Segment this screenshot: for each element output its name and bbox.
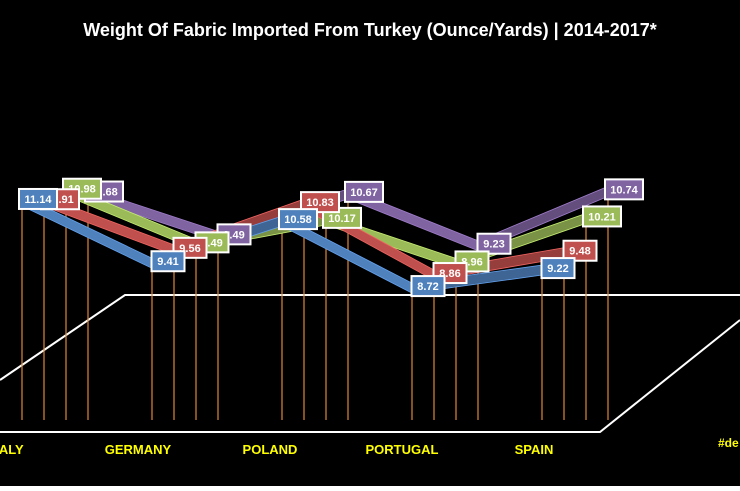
data-label: 10.74 — [610, 184, 638, 196]
category-labels: ITALY GERMANY POLAND PORTUGAL SPAIN — [0, 442, 553, 457]
data-label: 10.17 — [328, 213, 356, 225]
chart-floor — [0, 294, 740, 433]
data-label-box — [18, 187, 58, 210]
category-label: PORTUGAL — [366, 442, 439, 457]
data-label-box — [476, 232, 512, 255]
data-label-box — [300, 191, 340, 214]
data-label-box — [582, 205, 622, 228]
data-label: 10.21 — [588, 211, 616, 223]
data-labels: 10.689.4910.679.2310.7410.989.4910.178.9… — [18, 177, 644, 298]
watermark: #de — [718, 436, 739, 450]
data-label: 10.83 — [306, 197, 334, 209]
data-label: 10.67 — [350, 187, 378, 199]
category-label: POLAND — [243, 442, 298, 457]
category-label: ITALY — [0, 442, 24, 457]
data-label-box — [150, 250, 186, 273]
category-label: SPAIN — [515, 442, 554, 457]
data-label-box — [540, 257, 576, 280]
data-label: 9.23 — [483, 239, 504, 251]
data-label-box — [562, 239, 598, 262]
data-label-box — [604, 178, 644, 201]
category-label: GERMANY — [105, 442, 172, 457]
data-label-box — [344, 180, 384, 203]
floor-outline — [0, 294, 740, 433]
chart-title: Weight Of Fabric Imported From Turkey (O… — [83, 20, 657, 40]
data-label: 8.72 — [417, 281, 438, 293]
data-label: 9.22 — [547, 263, 568, 275]
data-label: 11.14 — [25, 194, 53, 206]
data-label-box — [278, 208, 318, 231]
data-label: 9.48 — [569, 246, 590, 258]
data-label-box — [410, 275, 446, 298]
data-label: 9.41 — [157, 256, 178, 268]
data-label: 10.58 — [284, 214, 312, 226]
